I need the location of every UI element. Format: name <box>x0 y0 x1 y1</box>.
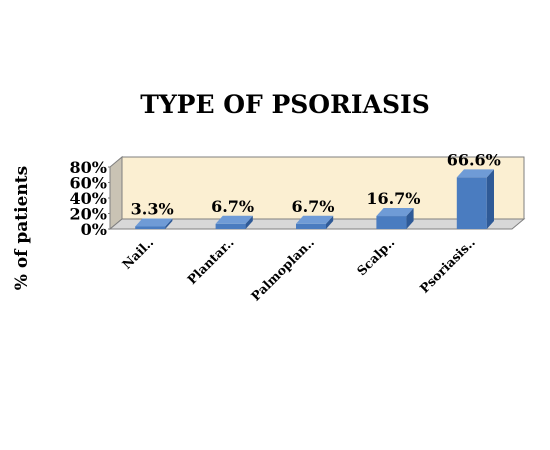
y-tick-label: 0% <box>81 220 107 239</box>
side-wall <box>109 155 123 231</box>
bar-side <box>406 208 414 229</box>
bar-top <box>376 208 414 217</box>
bar-side <box>486 169 494 229</box>
y-tick-label: 60% <box>70 174 107 193</box>
y-tick-label: 20% <box>70 205 107 224</box>
bar-top <box>215 215 253 224</box>
y-tick-label: 80% <box>70 158 107 177</box>
data-label: 16.7% <box>366 189 420 208</box>
bar <box>456 177 487 229</box>
data-label: 6.7% <box>291 197 334 216</box>
bar-side <box>326 215 334 229</box>
bar <box>215 223 246 229</box>
bar-top <box>296 215 334 224</box>
y-axis-label: % of patients <box>12 166 32 290</box>
x-tick-label: Palmoplan.. <box>248 235 317 304</box>
data-label: 3.3% <box>131 199 174 218</box>
bar <box>296 223 326 229</box>
data-label: 6.7% <box>211 197 254 216</box>
bar-side <box>165 218 173 229</box>
y-tick-label: 40% <box>70 189 107 208</box>
bar-top <box>135 218 173 227</box>
bar <box>376 216 407 229</box>
x-tick-label: Nail.. <box>119 235 156 272</box>
bar-side <box>245 215 253 229</box>
plot-area: 0%20%40%60%80% 3.3% Nail.. 6.7% Plantar.. 6.7… <box>70 150 526 304</box>
bar <box>135 226 166 229</box>
x-tick-label: Plantar.. <box>184 235 237 288</box>
x-tick-label: Psoriasis.. <box>417 235 478 296</box>
bar-top <box>456 169 494 178</box>
x-tick-label: Scalp.. <box>354 235 398 279</box>
chart-title: TYPE OF PSORIASIS <box>140 90 430 119</box>
data-label: 66.6% <box>447 150 501 169</box>
